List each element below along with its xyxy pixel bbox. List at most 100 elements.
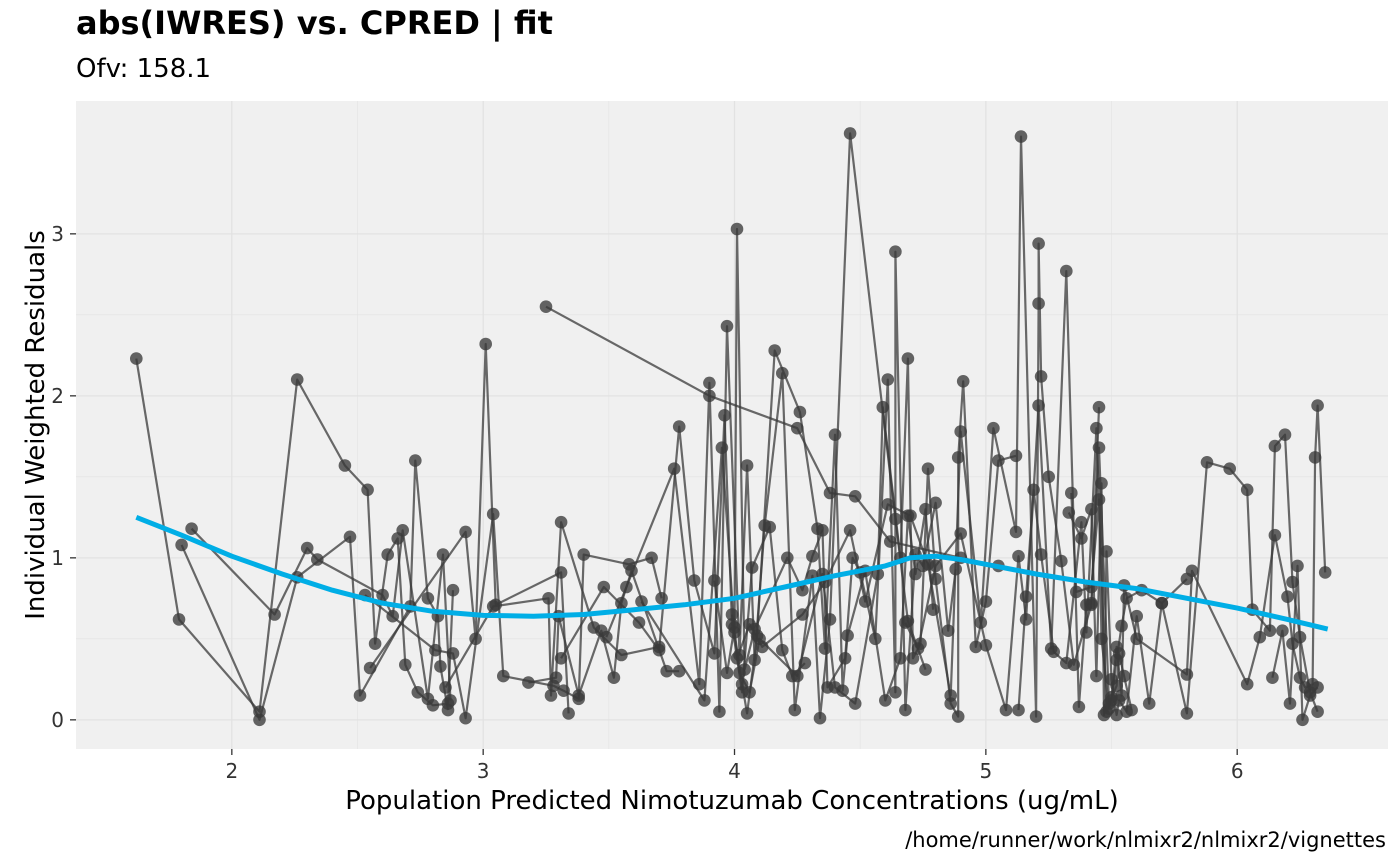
data-point: [715, 441, 729, 455]
data-point: [409, 454, 422, 467]
data-point: [632, 616, 646, 629]
data-point: [130, 352, 143, 365]
data-point: [796, 608, 809, 621]
data-point: [311, 553, 324, 566]
data-point: [549, 671, 563, 684]
data-point: [846, 551, 859, 565]
data-point: [1032, 237, 1045, 250]
data-point: [876, 400, 890, 414]
loess-smooth-line: [135, 514, 1329, 632]
data-point: [597, 580, 611, 594]
data-point: [268, 608, 281, 621]
data-point: [929, 559, 942, 573]
data-point: [979, 595, 993, 608]
data-point: [1072, 700, 1086, 714]
data-point: [848, 697, 862, 710]
data-point: [921, 462, 935, 476]
data-point: [1019, 613, 1033, 626]
chart-title: abs(IWRES) vs. CPRED | fit: [76, 4, 553, 42]
data-point: [956, 375, 970, 388]
data-point: [881, 498, 895, 511]
data-point: [607, 671, 621, 684]
data-point: [1283, 697, 1297, 710]
data-point: [979, 639, 993, 652]
data-point: [1110, 653, 1123, 667]
data-point: [901, 352, 915, 365]
data-point: [1117, 669, 1131, 683]
data-point: [1281, 590, 1294, 603]
data-points: [130, 127, 1332, 727]
data-point: [1268, 528, 1282, 542]
data-point: [730, 222, 744, 236]
data-point: [1090, 669, 1103, 683]
data-point: [1115, 619, 1128, 633]
data-point: [1065, 486, 1078, 500]
data-point: [554, 652, 568, 665]
data-point: [745, 561, 759, 574]
data-point: [718, 409, 731, 422]
data-point: [1120, 592, 1133, 605]
data-point: [1308, 451, 1322, 464]
data-point: [441, 703, 455, 717]
x-tick-label: 4: [728, 759, 741, 783]
data-point: [748, 653, 761, 667]
data-point: [1253, 630, 1267, 644]
data-point: [1120, 705, 1133, 718]
data-point: [353, 689, 367, 702]
data-point: [823, 613, 837, 626]
data-point: [672, 420, 686, 433]
data-point: [343, 530, 357, 544]
data-point: [1029, 710, 1043, 723]
data-point: [1311, 705, 1324, 718]
data-point: [446, 583, 460, 597]
data-point: [740, 707, 754, 720]
data-point: [479, 337, 493, 351]
data-point: [436, 548, 450, 561]
data-point: [421, 692, 435, 706]
data-point: [1092, 493, 1106, 506]
data-point: [758, 519, 771, 532]
data-point: [544, 689, 558, 702]
data-point: [1130, 609, 1143, 623]
data-point: [434, 660, 447, 673]
data-point: [253, 713, 266, 727]
data-point: [557, 684, 570, 697]
data-point: [1092, 441, 1106, 455]
data-point: [823, 486, 837, 500]
data-point: [539, 300, 553, 314]
data-point: [1110, 640, 1123, 654]
data-point: [497, 669, 510, 683]
data-point: [703, 376, 716, 390]
data-point: [1100, 545, 1113, 558]
x-tick-label: 3: [477, 759, 490, 783]
data-point: [1070, 585, 1083, 599]
data-point: [672, 664, 686, 678]
y-tick-label: 0: [51, 708, 64, 732]
data-point: [1240, 677, 1254, 691]
x-axis-label: Population Predicted Nimotuzumab Concent…: [345, 786, 1119, 816]
axes: 2 3 4 5 6 0 1 2 3: [51, 222, 1243, 783]
data-point: [1291, 559, 1304, 573]
data-point: [906, 652, 920, 665]
data-point: [828, 681, 842, 694]
data-point: [909, 567, 922, 581]
x-tick-label: 2: [225, 759, 238, 783]
data-point: [1276, 624, 1289, 637]
data-point: [987, 421, 1000, 435]
data-point: [889, 686, 902, 699]
data-point: [600, 630, 613, 644]
chart-caption: /home/runner/work/nlmixr2/nlmixr2/vignet…: [905, 828, 1386, 852]
data-point: [542, 592, 555, 605]
x-tick-label: 5: [979, 759, 992, 783]
data-point: [788, 703, 802, 717]
data-point: [429, 643, 442, 657]
data-point: [1185, 564, 1199, 578]
data-point: [720, 666, 734, 680]
data-point: [1047, 645, 1060, 659]
data-point: [572, 689, 585, 702]
data-point: [929, 496, 942, 510]
data-point: [843, 524, 857, 537]
data-point: [459, 711, 472, 725]
data-point: [735, 677, 749, 691]
